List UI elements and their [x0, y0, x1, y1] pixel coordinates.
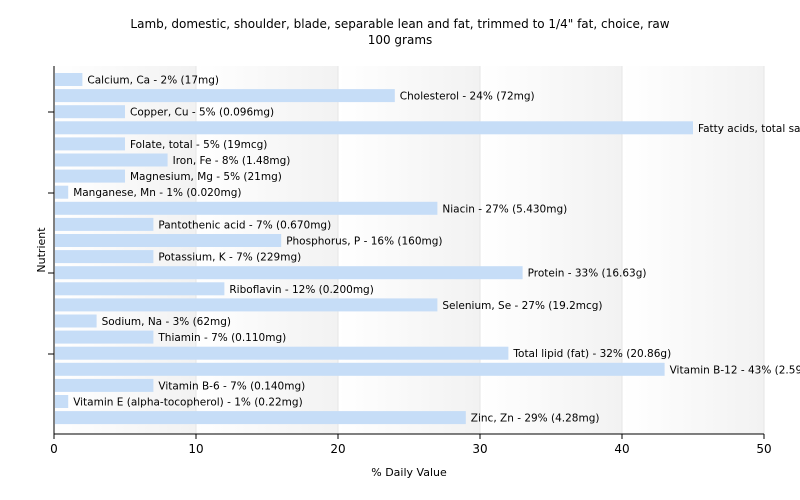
- bars: [55, 73, 693, 425]
- bar-label: Calcium, Ca - 2% (17mg): [87, 75, 219, 87]
- bar-label: Total lipid (fat) - 32% (20.86g): [512, 348, 671, 360]
- bar: [55, 153, 168, 167]
- bar-label: Iron, Fe - 8% (1.48mg): [173, 155, 291, 167]
- bar: [55, 250, 154, 264]
- bar-label: Vitamin E (alpha-tocopherol) - 1% (0.22m…: [73, 397, 303, 409]
- x-axis-label: % Daily Value: [371, 466, 447, 479]
- bar: [55, 395, 69, 408]
- bar-label: Phosphorus, P - 16% (160mg): [286, 236, 442, 248]
- plot-band: [480, 66, 622, 434]
- bar-label: Thiamin - 7% (0.110mg): [157, 332, 286, 344]
- bar: [55, 330, 154, 344]
- bar-label: Copper, Cu - 5% (0.096mg): [130, 107, 274, 119]
- bar-label: Vitamin B-6 - 7% (0.140mg): [158, 380, 305, 392]
- x-tick-label: 50: [756, 442, 771, 456]
- bar: [55, 121, 693, 135]
- plot-background: [54, 66, 764, 434]
- bar: [55, 137, 125, 151]
- bar-labels: Calcium, Ca - 2% (17mg) Cholesterol - 24%…: [73, 75, 800, 425]
- bar: [55, 411, 466, 425]
- y-axis-label: Nutrient: [35, 227, 48, 273]
- bar-label: Riboflavin - 12% (0.200mg): [229, 284, 373, 296]
- bar-label: Cholesterol - 24% (72mg): [400, 91, 535, 103]
- x-tick-label: 40: [614, 442, 629, 456]
- x-tick-label: 20: [330, 442, 345, 456]
- bar: [55, 362, 665, 376]
- plot-band: [622, 66, 764, 434]
- plot-band: [338, 66, 480, 434]
- bar-label: Potassium, K - 7% (229mg): [158, 252, 301, 264]
- bar: [55, 201, 438, 215]
- bar-label: Vitamin B-12 - 43% (2.59mcg): [670, 364, 800, 376]
- bar-label: Protein - 33% (16.63g): [528, 268, 647, 280]
- plot-band: [54, 66, 196, 434]
- bar-label: Pantothenic acid - 7% (0.670mg): [158, 219, 331, 231]
- bar-label: Zinc, Zn - 29% (4.28mg): [471, 413, 600, 425]
- bar: [55, 314, 97, 328]
- x-tick-label: 0: [50, 442, 58, 456]
- x-tick-labels: 0 10 20 30 40 50: [50, 442, 771, 456]
- bar: [55, 378, 154, 392]
- bar: [55, 185, 69, 199]
- bar-label: Manganese, Mn - 1% (0.020mg): [73, 187, 241, 199]
- bar: [55, 89, 395, 103]
- bar-label: Sodium, Na - 3% (62mg): [102, 316, 231, 328]
- axes: [48, 66, 765, 439]
- bar: [55, 234, 282, 247]
- bar-label: Niacin - 27% (5.430mg): [442, 203, 567, 215]
- bar-label: Folate, total - 5% (19mcg): [130, 139, 267, 151]
- x-tick-label: 30: [472, 442, 487, 456]
- bar-label: Magnesium, Mg - 5% (21mg): [130, 171, 282, 183]
- bar: [55, 266, 523, 280]
- bar: [55, 105, 125, 119]
- chart-title-block: Lamb, domestic, shoulder, blade, separab…: [0, 16, 800, 48]
- bar: [55, 282, 225, 296]
- bar: [55, 346, 509, 360]
- x-tick-label: 10: [188, 442, 203, 456]
- chart-subtitle: 100 grams: [367, 33, 433, 47]
- bar: [55, 169, 125, 183]
- bar-label: Fatty acids, total saturated - 45% (8.93…: [698, 123, 800, 135]
- chart-title: Lamb, domestic, shoulder, blade, separab…: [130, 17, 670, 31]
- bar: [55, 73, 83, 86]
- plot-band: [196, 66, 338, 434]
- bar-label: Selenium, Se - 27% (19.2mcg): [442, 300, 602, 312]
- bar: [55, 217, 154, 231]
- bar: [55, 298, 438, 312]
